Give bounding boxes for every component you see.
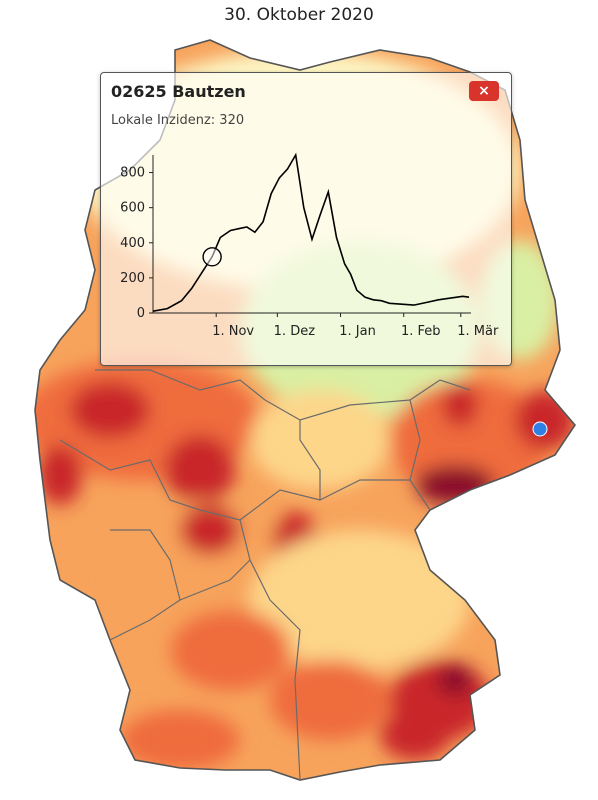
x-tick-label: 1. Feb xyxy=(401,324,441,339)
popup-title: 02625 Bautzen xyxy=(111,82,246,101)
current-date-marker xyxy=(202,247,222,267)
x-tick-label: 1. Mär xyxy=(457,324,499,339)
close-button[interactable]: × xyxy=(469,81,499,101)
incidence-series-line xyxy=(152,152,470,312)
popup-subtitle: Lokale Inzidenz: 320 xyxy=(111,113,245,128)
region-very-high xyxy=(515,390,575,450)
region-elevated xyxy=(120,710,240,770)
region-high xyxy=(38,445,82,505)
x-tick-label: 1. Jan xyxy=(339,324,376,339)
region-very-high xyxy=(437,664,473,696)
y-tick-label: 800 xyxy=(120,166,145,181)
region-high xyxy=(442,383,478,427)
location-marker[interactable] xyxy=(532,421,548,437)
region-low xyxy=(250,390,390,490)
state-borders xyxy=(34,39,577,781)
y-tick-label: 0 xyxy=(137,306,145,321)
region-elevated xyxy=(270,660,390,740)
region-low xyxy=(250,530,470,670)
region-high xyxy=(380,710,450,760)
date-title: 30. Oktober 2020 xyxy=(224,5,374,25)
region-high xyxy=(70,382,150,438)
x-tick-label: 1. Dez xyxy=(274,324,316,339)
region-high xyxy=(180,505,240,555)
y-tick-label: 200 xyxy=(120,271,145,286)
y-tick-label: 600 xyxy=(120,201,145,216)
x-tick-label: 1. Nov xyxy=(212,324,254,339)
incidence-line-chart: 0 200 400 600 800 1. Nov 1. Dez 1. Jan 1. Feb 1. … xyxy=(120,152,499,339)
region-elevated xyxy=(170,610,290,690)
region-high xyxy=(165,435,235,505)
district-popup: 02625 Bautzen Lokale Inzidenz: 320 × 0 20… xyxy=(100,72,512,366)
y-tick-label: 400 xyxy=(120,236,145,251)
